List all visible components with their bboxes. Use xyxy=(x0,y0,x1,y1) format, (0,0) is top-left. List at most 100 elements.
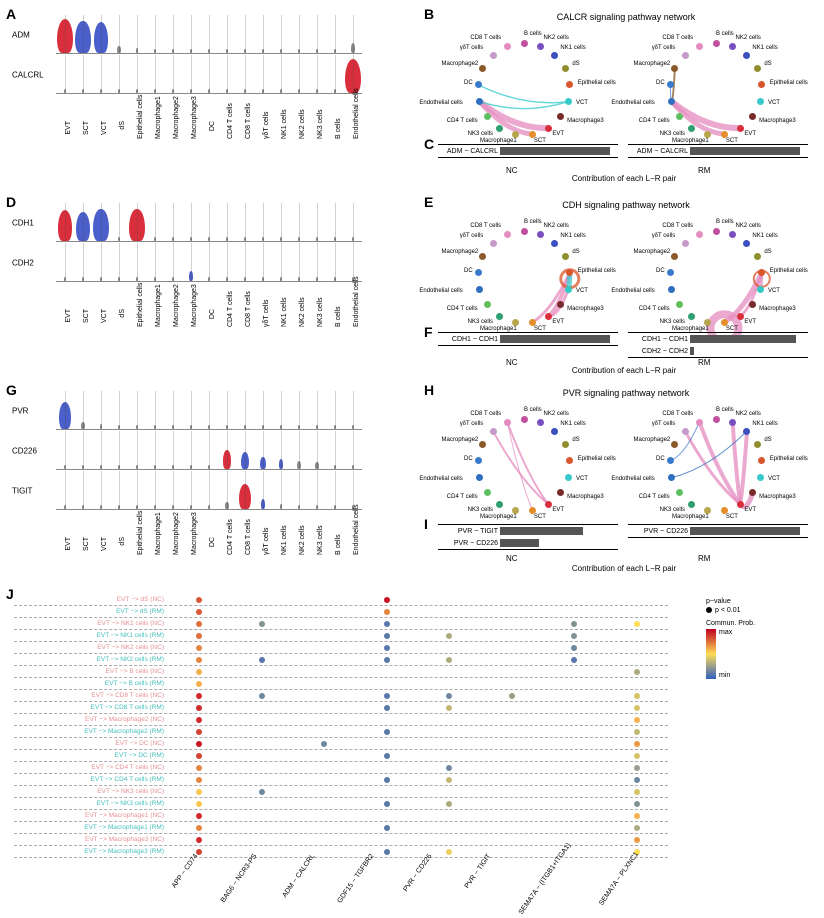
violin-cell xyxy=(236,431,254,469)
network-edge xyxy=(507,422,532,510)
dot-cell xyxy=(606,681,669,687)
dot-xlabel: PVR − CD226 xyxy=(394,853,433,905)
dot-cell xyxy=(481,621,544,627)
dot xyxy=(634,729,640,735)
dot-cell xyxy=(543,717,606,723)
network-node-label: Macrophage2 xyxy=(634,437,671,443)
dot xyxy=(196,825,202,831)
xlabel: Epithelial cells xyxy=(137,121,144,139)
dot-cell xyxy=(168,789,231,795)
dot-cell xyxy=(543,741,606,747)
network-node-label: Epithelial cells xyxy=(578,80,616,86)
dot xyxy=(384,657,390,663)
dot-row: EVT −> CD8 T cells (RM) xyxy=(14,702,668,714)
dot-cell xyxy=(543,681,606,687)
dot xyxy=(384,693,390,699)
dot-cell xyxy=(418,837,481,843)
dot-cell xyxy=(293,633,356,639)
contrib-row: PVR − CD226 xyxy=(628,525,808,537)
dot xyxy=(446,705,452,711)
network-node xyxy=(537,419,544,426)
dot-cell xyxy=(606,633,669,639)
network-node-label: VCT xyxy=(768,288,780,294)
network-node-label: Endothelial cells xyxy=(419,100,462,106)
network-node-label: CD8 T cells xyxy=(662,223,693,229)
dot-cell xyxy=(418,741,481,747)
dot-cell xyxy=(231,813,294,819)
dot xyxy=(384,801,390,807)
xlabel: B cells xyxy=(335,537,342,555)
violin-cell xyxy=(200,431,218,469)
dot xyxy=(259,657,265,663)
network-node-label: CD8 T cells xyxy=(470,411,501,417)
dot-cell xyxy=(418,681,481,687)
dot-cell xyxy=(168,813,231,819)
dot xyxy=(384,621,390,627)
dot-cell xyxy=(606,693,669,699)
network-node-label: CD4 T cells xyxy=(447,494,478,500)
network-node xyxy=(676,489,683,496)
violin-cell xyxy=(128,431,146,469)
dot-cell xyxy=(293,777,356,783)
dot-cell xyxy=(543,753,606,759)
dot xyxy=(634,693,640,699)
dot-cell xyxy=(481,597,544,603)
dot-cell xyxy=(481,789,544,795)
network-node xyxy=(484,489,491,496)
network-node-label: Endothelial cells xyxy=(611,100,654,106)
dot-cell xyxy=(356,837,419,843)
violin-cell xyxy=(344,431,362,469)
dot-cell xyxy=(356,681,419,687)
dot-cell xyxy=(606,609,669,615)
xlabel: NK2 cells xyxy=(299,537,306,555)
dot xyxy=(384,633,390,639)
violin-cell xyxy=(74,431,92,469)
violin-cell xyxy=(182,391,200,429)
xlabel: DC xyxy=(209,537,216,555)
dot-ylabel: EVT −> NK1 cells (NC) xyxy=(14,620,168,627)
violin-cell xyxy=(344,15,362,53)
xlabel: Macrophage1 xyxy=(155,121,162,139)
network-node xyxy=(667,269,674,276)
network-node-label: NK3 cells xyxy=(660,131,685,137)
network-node-label: dS xyxy=(764,437,771,443)
dot-ylabel: EVT −> CD8 T cells (NC) xyxy=(14,692,168,699)
violin-cell xyxy=(326,243,344,281)
network-node-label: NK2 cells xyxy=(736,411,761,417)
network-B-RM: B cellsNK2 cellsNK1 cellsdSEpithelial ce… xyxy=(626,24,806,164)
dot-cell xyxy=(231,849,294,855)
violin-cell xyxy=(218,471,236,509)
violin-cell xyxy=(92,391,110,429)
violin-cell xyxy=(290,203,308,241)
violin-cell xyxy=(182,243,200,281)
violin-cell xyxy=(74,391,92,429)
dot xyxy=(384,645,390,651)
violin-cell xyxy=(56,391,74,429)
dot-cell xyxy=(606,825,669,831)
dot-cell xyxy=(168,669,231,675)
contrib-bar xyxy=(690,347,694,355)
network-node xyxy=(667,457,674,464)
violin-row-PVR: PVR xyxy=(12,392,412,430)
violin-cell xyxy=(218,243,236,281)
network-node-label: EVT xyxy=(552,507,564,513)
network-node-label: NK1 cells xyxy=(560,233,585,239)
violin-cell xyxy=(164,243,182,281)
xlabel: γδT cells xyxy=(263,309,270,327)
dot-cell xyxy=(356,609,419,615)
violins-D: CDH1CDH2EVTSCTVCTdSEpithelial cellsMacro… xyxy=(12,204,412,295)
violin-cell xyxy=(146,431,164,469)
dot-cell xyxy=(543,633,606,639)
xlabel: dS xyxy=(119,309,126,327)
network-node xyxy=(754,441,761,448)
network-node xyxy=(696,43,703,50)
dot-cell xyxy=(168,777,231,783)
dot xyxy=(259,789,265,795)
dot xyxy=(634,753,640,759)
dot xyxy=(571,633,577,639)
title-H: PVR signaling pathway network xyxy=(456,388,796,398)
network-node xyxy=(545,313,552,320)
dot-cell xyxy=(481,753,544,759)
label-J: J xyxy=(6,586,14,602)
contrib-F-NC: CDH1 − CDH1 xyxy=(438,332,618,346)
